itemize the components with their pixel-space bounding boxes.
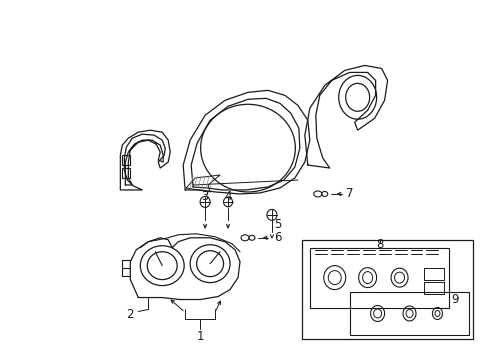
Text: 4: 4 <box>224 190 231 203</box>
Text: 8: 8 <box>375 238 383 251</box>
Text: 5: 5 <box>274 218 281 231</box>
Text: 3: 3 <box>201 190 208 203</box>
Text: 7: 7 <box>345 188 353 201</box>
Bar <box>309 248 448 307</box>
Text: 1: 1 <box>196 330 203 343</box>
Text: 2: 2 <box>126 308 134 321</box>
Text: 6: 6 <box>274 231 281 244</box>
Text: 9: 9 <box>451 293 458 306</box>
Bar <box>349 292 468 336</box>
Bar <box>301 240 472 339</box>
